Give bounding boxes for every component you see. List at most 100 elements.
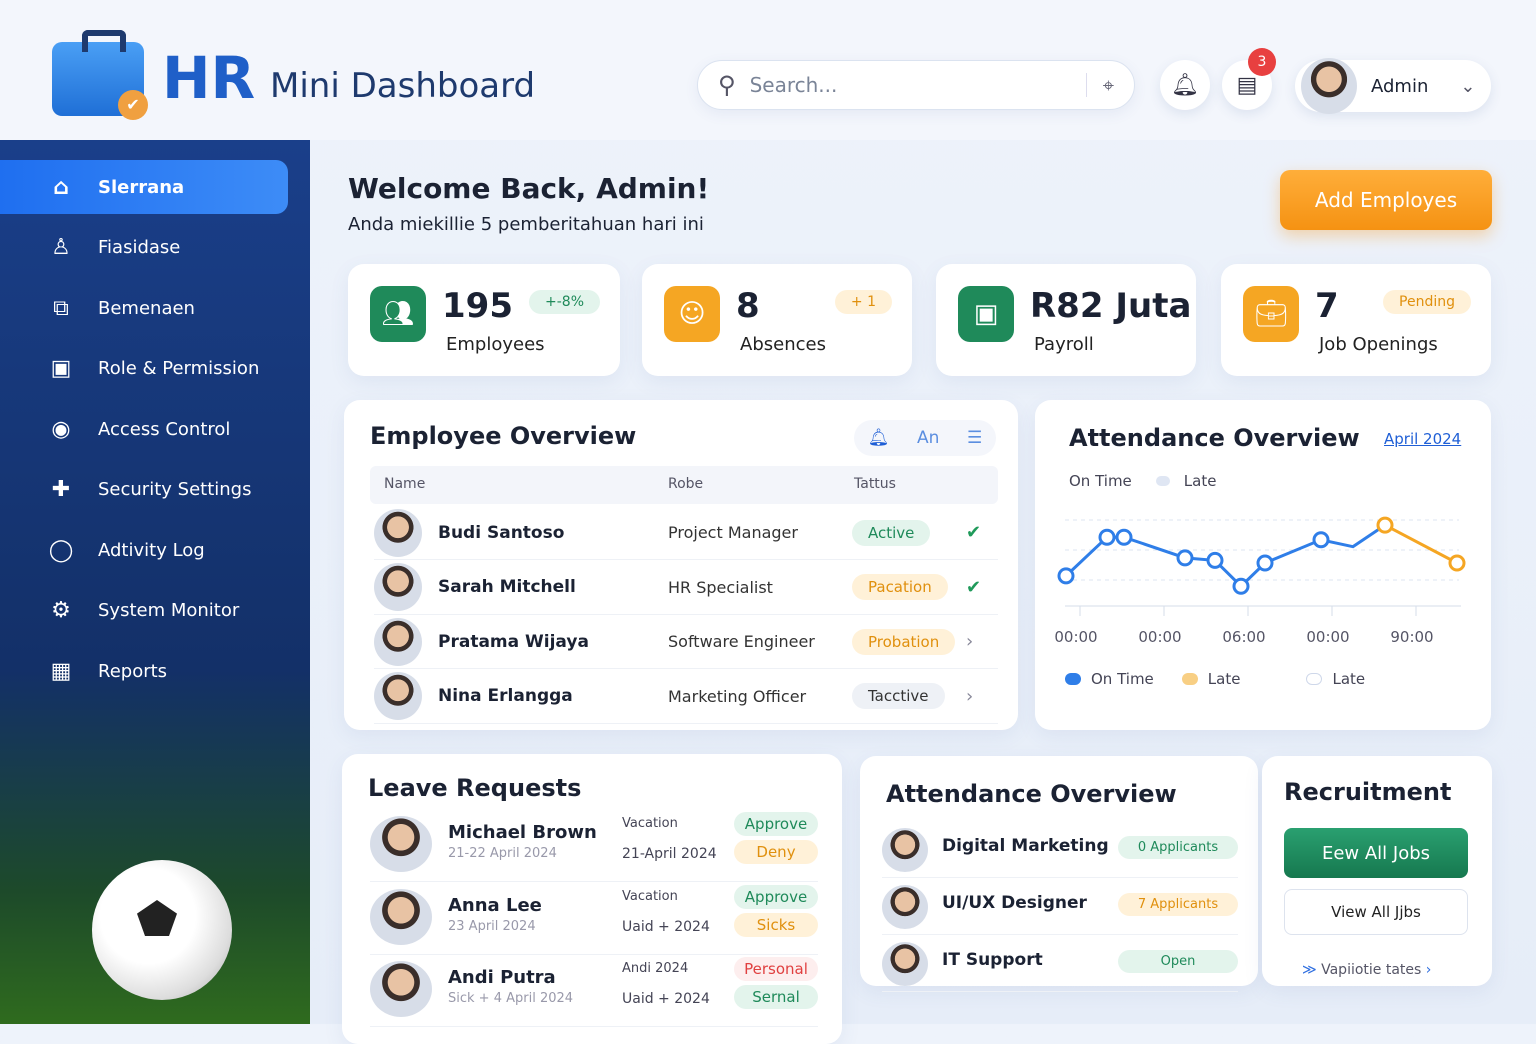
deny-button[interactable]: Deny [734, 840, 818, 864]
avatar [882, 942, 928, 986]
stat-value: R82 Juta [1030, 286, 1192, 326]
soccer-ball-image [92, 860, 232, 1000]
sidebar-item-reports[interactable]: ▦ Reports [0, 644, 288, 698]
data-point[interactable] [1098, 528, 1116, 546]
sidebar-item-slerrana[interactable]: ⌂ Slerrana [0, 160, 288, 214]
chevron-right-icon[interactable]: › [966, 631, 974, 652]
stat-tag: +-8% [529, 290, 600, 314]
leave-type: Andi 2024 [622, 961, 689, 976]
search-bar[interactable]: ⚲ ⌖ [697, 60, 1135, 110]
approve-button[interactable]: Approve [734, 812, 818, 836]
bell-filter-icon[interactable]: 🔔︎ [867, 428, 890, 448]
sidebar-item-label: Reports [98, 660, 168, 682]
home-icon: ⌂ [53, 174, 69, 200]
data-point[interactable] [1312, 531, 1330, 549]
legend-late-bottom: Late [1207, 670, 1241, 688]
messages-button[interactable]: ▤ 3 [1222, 48, 1276, 110]
employee-role: Project Manager [668, 523, 798, 542]
table-row[interactable]: Nina Erlangga Marketing Officer Tacctive… [374, 670, 998, 724]
table-header: Name Robe Tattus [370, 466, 998, 504]
filter-list-icon[interactable]: ☰ [966, 428, 983, 448]
briefcase-logo-icon: ✔ [52, 30, 148, 120]
search-input[interactable] [749, 73, 1086, 97]
recruitment-card: Recruitment Eew All Jobs View All Jjbs ≫… [1262, 756, 1492, 986]
data-point[interactable] [1115, 528, 1133, 546]
plus-badge-icon: ✚ [51, 477, 71, 502]
sernal-button[interactable]: Sernal [734, 985, 818, 1009]
sidebar-item-label: Security Settings [98, 479, 252, 500]
series-line-late [1384, 523, 1458, 565]
attendance-chart-card: Attendance Overview April 2024 On Time L… [1035, 400, 1491, 730]
table-row[interactable]: Budi Santoso Project Manager Active ✔ [374, 506, 998, 560]
avatar [374, 672, 422, 720]
sidebar-item-access-control[interactable]: ◉ Access Control [0, 402, 288, 456]
data-point[interactable] [1057, 567, 1075, 585]
data-point[interactable] [1232, 577, 1250, 595]
welcome-subtitle: Anda miekillie 5 pemberitahuan hari ini [348, 214, 704, 235]
avatar [374, 617, 422, 666]
add-employee-button[interactable]: Add Employes [1280, 170, 1492, 230]
leave-detail: Uaid + 2024 [622, 991, 710, 1007]
data-point[interactable] [1206, 551, 1224, 569]
employee-name: Budi Santoso [438, 522, 565, 543]
sidebar-item-role-permission[interactable]: ▣ Role & Permission [0, 342, 288, 396]
stat-tag: + 1 [834, 290, 892, 314]
chevron-down-icon: ⌄ [1460, 75, 1476, 97]
job-title: UI/UX Designer [942, 893, 1087, 913]
table-row[interactable]: Sarah Mitchell HR Specialist Pacation ✔ [374, 561, 998, 615]
leave-type: Vacation [622, 816, 678, 831]
table-row[interactable]: Pratama Wijaya Software Engineer Probati… [374, 615, 998, 669]
job-item[interactable]: Digital Marketing 0 Applicants [882, 822, 1238, 878]
avatar [370, 888, 432, 945]
stat-value: 195 [442, 286, 513, 326]
sidebar-item-adtivity-log[interactable]: ◯ Adtivity Log [0, 523, 288, 577]
leave-request-item: Andi Putra Sick + 4 April 2024 Andi 2024… [370, 955, 818, 1027]
column-header-role: Robe [668, 476, 704, 492]
user-menu[interactable]: Admin ⌄ [1295, 58, 1491, 114]
stat-icon: ☺ [664, 286, 720, 342]
sidebar-item-security-settings[interactable]: ✚ Security Settings [0, 463, 288, 517]
data-point[interactable] [1176, 549, 1194, 567]
stat-value: 7 [1315, 286, 1339, 326]
sidebar-item-system-monitor[interactable]: ⚙ System Monitor [0, 584, 288, 638]
sidebar-item-fiasidase[interactable]: ♙ Fiasidase [0, 221, 288, 275]
view-all-jobs-secondary-button[interactable]: View All Jjbs [1284, 889, 1468, 935]
job-item[interactable]: IT Support Open [882, 936, 1238, 992]
sidebar: ⌂ Slerrana ♙ Fiasidase ⧉ Bemenaen ▣ Role & Perm… [0, 140, 310, 1024]
requester-name: Anna Lee [448, 894, 542, 916]
request-date: 21-22 April 2024 [448, 846, 557, 861]
check-icon[interactable]: ✔ [966, 576, 982, 598]
arrow-icon: ≫ [1302, 962, 1322, 978]
period-link[interactable]: April 2024 [1384, 430, 1462, 448]
view-all-jobs-primary-button[interactable]: Eew All Jobs [1284, 828, 1468, 878]
stat-card-job-openings[interactable]: 💼︎ 7 Job Openings Pending [1221, 264, 1491, 376]
x-tick-label: 00:00 [1306, 628, 1349, 646]
chevron-right-icon[interactable]: › [966, 685, 974, 707]
notification-bell-button[interactable]: 🔔︎ [1160, 60, 1210, 110]
legend-late: Late [1183, 472, 1217, 490]
sort-alpha-button[interactable]: An [916, 428, 940, 448]
personal-button[interactable]: Personal [734, 957, 818, 981]
job-item[interactable]: UI/UX Designer 7 Applicants [882, 879, 1238, 935]
stat-card-employees[interactable]: 👥︎ 195 Employees +-8% [348, 264, 620, 376]
requester-name: Andi Putra [448, 967, 556, 988]
data-point[interactable] [1448, 554, 1466, 572]
employee-overview-title: Employee Overview [370, 422, 637, 450]
brand-hr: HR [162, 44, 256, 112]
sicks-button[interactable]: Sicks [734, 912, 818, 937]
report-icon: ▦ [50, 658, 72, 684]
data-point[interactable] [1256, 554, 1274, 572]
stat-label: Absences [740, 334, 826, 355]
stat-card-payroll[interactable]: ▣ R82 Juta Payroll [936, 264, 1196, 376]
bell-icon: 🔔︎ [1171, 72, 1199, 98]
sidebar-item-bemenaen[interactable]: ⧉ Bemenaen [0, 281, 288, 335]
recruitment-link[interactable]: ≫ Vapiiotie tates › [1302, 962, 1431, 978]
approve-button[interactable]: Approve [734, 884, 818, 909]
x-tick-label: 90:00 [1390, 628, 1433, 646]
data-point[interactable] [1376, 516, 1394, 534]
check-icon[interactable]: ✔ [966, 522, 982, 543]
avatar [370, 816, 432, 872]
stat-card-absences[interactable]: ☺ 8 Absences + 1 [642, 264, 912, 376]
stat-icon: 💼︎ [1243, 286, 1299, 342]
location-icon[interactable]: ⌖ [1085, 73, 1114, 97]
